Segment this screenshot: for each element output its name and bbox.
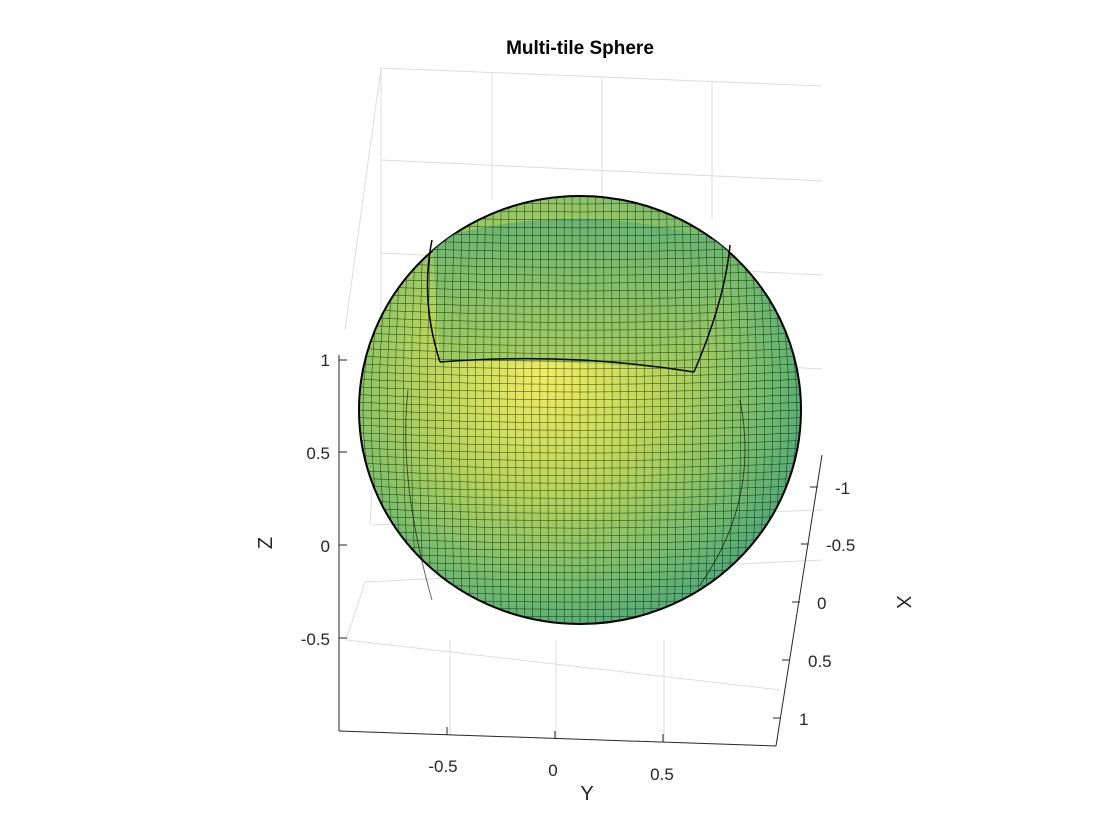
mesh-longitude-line <box>690 224 693 596</box>
mesh-longitude-line <box>531 200 533 620</box>
mesh-longitude-line <box>507 207 510 613</box>
mesh-longitude-line <box>362 353 368 467</box>
x-tick-labels: -1 -0.5 0 0.5 1 <box>799 479 855 729</box>
mesh-longitude-line <box>784 330 790 490</box>
mesh-longitude-line <box>635 202 637 618</box>
z-tick-label: 0 <box>321 537 330 556</box>
mesh-longitude-line <box>475 220 478 600</box>
mesh-longitude-line <box>402 277 407 543</box>
mesh-longitude-line <box>753 277 758 543</box>
mesh-longitude-line <box>386 299 391 521</box>
mesh-longitude-line <box>435 246 439 574</box>
mesh-longitude-line <box>611 198 613 622</box>
mesh-longitude-line <box>706 234 709 586</box>
x-tick-marks <box>773 486 818 719</box>
mesh-longitude-line <box>539 199 541 621</box>
z-tick-marks <box>339 359 347 639</box>
z-tick-labels: 1 0.5 0 -0.5 <box>301 351 330 649</box>
mesh-longitude-line <box>378 313 383 507</box>
y-tick-marks <box>446 727 664 742</box>
mesh-longitude-line <box>419 260 423 560</box>
x-tick-label: 0 <box>817 594 826 613</box>
mesh-longitude-line <box>792 353 798 467</box>
mesh-longitude-line <box>515 204 518 616</box>
mesh-longitude-line <box>682 220 685 600</box>
x-tick-label: -1 <box>835 479 850 498</box>
mesh-longitude-line <box>483 216 486 604</box>
mesh-longitude-line <box>777 313 782 507</box>
x-tick-label: -0.5 <box>826 536 855 555</box>
y-tick-labels: -0.5 0 0.5 <box>428 757 673 784</box>
mesh-longitude-line <box>467 224 470 596</box>
tile-seam-left <box>426 239 441 363</box>
mesh-longitude-line <box>650 207 653 613</box>
mesh-longitude-line <box>721 246 725 574</box>
mesh-longitude-line <box>642 204 645 616</box>
mesh-longitude-line <box>769 299 774 521</box>
x-tick-label: 1 <box>799 710 808 729</box>
mesh-longitude-line <box>619 199 621 621</box>
z-tick-label: -0.5 <box>301 630 330 649</box>
mesh-longitude-line <box>443 239 447 581</box>
x-axis-label: X <box>892 595 914 608</box>
sphere-surface <box>358 195 802 625</box>
y-tick-label: 0.5 <box>650 765 674 784</box>
z-axis-label: Z <box>255 537 277 549</box>
mesh-longitude-line <box>370 330 376 490</box>
tile-seam-lower-right <box>699 399 746 586</box>
y-tick-label: 0 <box>548 761 557 780</box>
z-tick-label: 1 <box>321 351 330 370</box>
mesh-longitude-line <box>674 216 677 604</box>
mesh-longitude-line <box>745 268 749 552</box>
mesh-longitude-line <box>658 210 661 610</box>
mesh-longitude-line <box>737 260 741 560</box>
mesh-longitude-line <box>666 213 669 607</box>
mesh-longitude-line <box>427 252 431 568</box>
mesh-longitude-line <box>713 239 717 581</box>
y-tick-label: -0.5 <box>428 757 457 776</box>
z-tick-label: 0.5 <box>306 444 330 463</box>
mesh-longitude-line <box>459 229 462 591</box>
mesh-longitude-line <box>761 287 766 533</box>
y-axis-label: Y <box>580 783 593 805</box>
tile-seam-lower-left <box>405 389 433 601</box>
mesh-longitude-line <box>499 210 502 610</box>
x-tick-label: 0.5 <box>808 652 832 671</box>
mesh-longitude-line <box>547 198 549 622</box>
mesh-longitude-line <box>451 234 454 586</box>
sphere-mesh <box>359 196 801 624</box>
mesh-longitude-line <box>627 200 629 620</box>
mesh-longitude-line <box>491 213 494 607</box>
axes <box>338 355 823 747</box>
mesh-longitude-line <box>523 202 525 618</box>
tile-seam-middle <box>439 357 695 373</box>
mesh-longitude-line <box>698 229 701 591</box>
sphere-top-tile <box>432 218 730 372</box>
chart-title: Multi-tile Sphere <box>506 38 654 59</box>
tile-seam-right <box>693 244 731 373</box>
mesh-longitude-line <box>394 287 399 533</box>
